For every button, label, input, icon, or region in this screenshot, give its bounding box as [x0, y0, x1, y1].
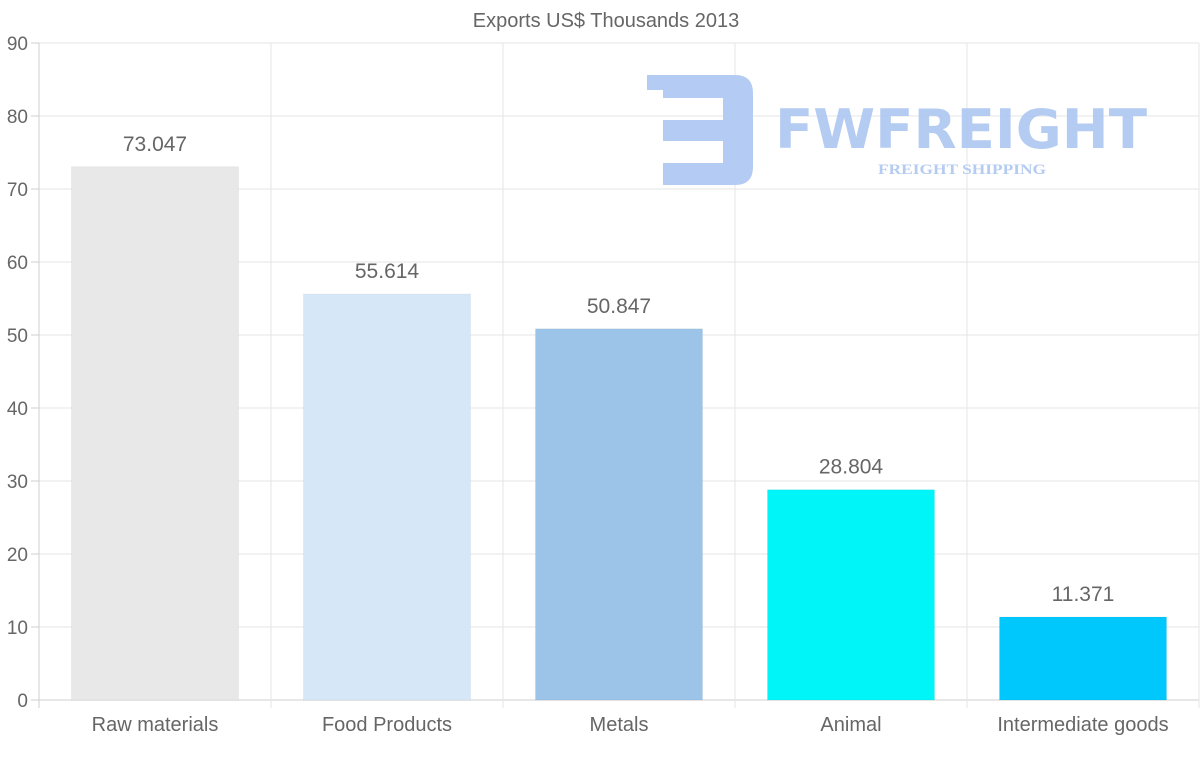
- x-tick-label: Animal: [820, 714, 881, 736]
- bar-metals: [534, 328, 704, 701]
- data-label: 50.847: [587, 295, 651, 318]
- bar-animal: [766, 489, 936, 701]
- x-tick-label: Intermediate goods: [997, 714, 1168, 736]
- y-tick-label: 10: [7, 618, 28, 639]
- bar-food-products: [302, 293, 472, 701]
- y-tick-label: 0: [17, 691, 28, 712]
- data-label: 28.804: [819, 456, 884, 479]
- fwfreight-logo-mark: [647, 75, 753, 185]
- chart-title: Exports US$ Thousands 2013: [473, 10, 739, 32]
- data-label: 73.047: [123, 133, 187, 156]
- y-tick-label: 50: [7, 326, 28, 347]
- x-tick-label: Food Products: [322, 714, 452, 736]
- bar-intermediate-goods: [998, 616, 1168, 701]
- fwfreight-watermark: FWFREIGHT FREIGHT SHIPPING: [647, 75, 1147, 185]
- x-tick-label: Raw materials: [92, 714, 219, 736]
- y-axis-ticks: 0 10 20 30 40 50 60 70 80 90: [7, 34, 28, 712]
- bar-raw-materials: [70, 166, 240, 701]
- y-tick-label: 60: [7, 253, 28, 274]
- watermark-brand: FWFREIGHT: [775, 98, 1147, 161]
- data-label: 55.614: [355, 260, 420, 283]
- x-axis-category-labels: Raw materials Food Products Metals Animal In…: [92, 714, 1169, 736]
- x-tick-label: Metals: [590, 714, 649, 736]
- y-tick-label: 70: [7, 180, 28, 201]
- y-tick-label: 90: [7, 34, 28, 55]
- y-tick-label: 30: [7, 472, 28, 493]
- data-labels: 73.047 55.614 50.847 28.804 11.371: [123, 133, 1114, 606]
- y-tick-label: 40: [7, 399, 28, 420]
- bars: [70, 166, 1168, 701]
- y-tick-label: 80: [7, 107, 28, 128]
- y-tick-label: 20: [7, 545, 28, 566]
- data-label: 11.371: [1052, 583, 1115, 606]
- watermark-tagline: FREIGHT SHIPPING: [878, 162, 1046, 178]
